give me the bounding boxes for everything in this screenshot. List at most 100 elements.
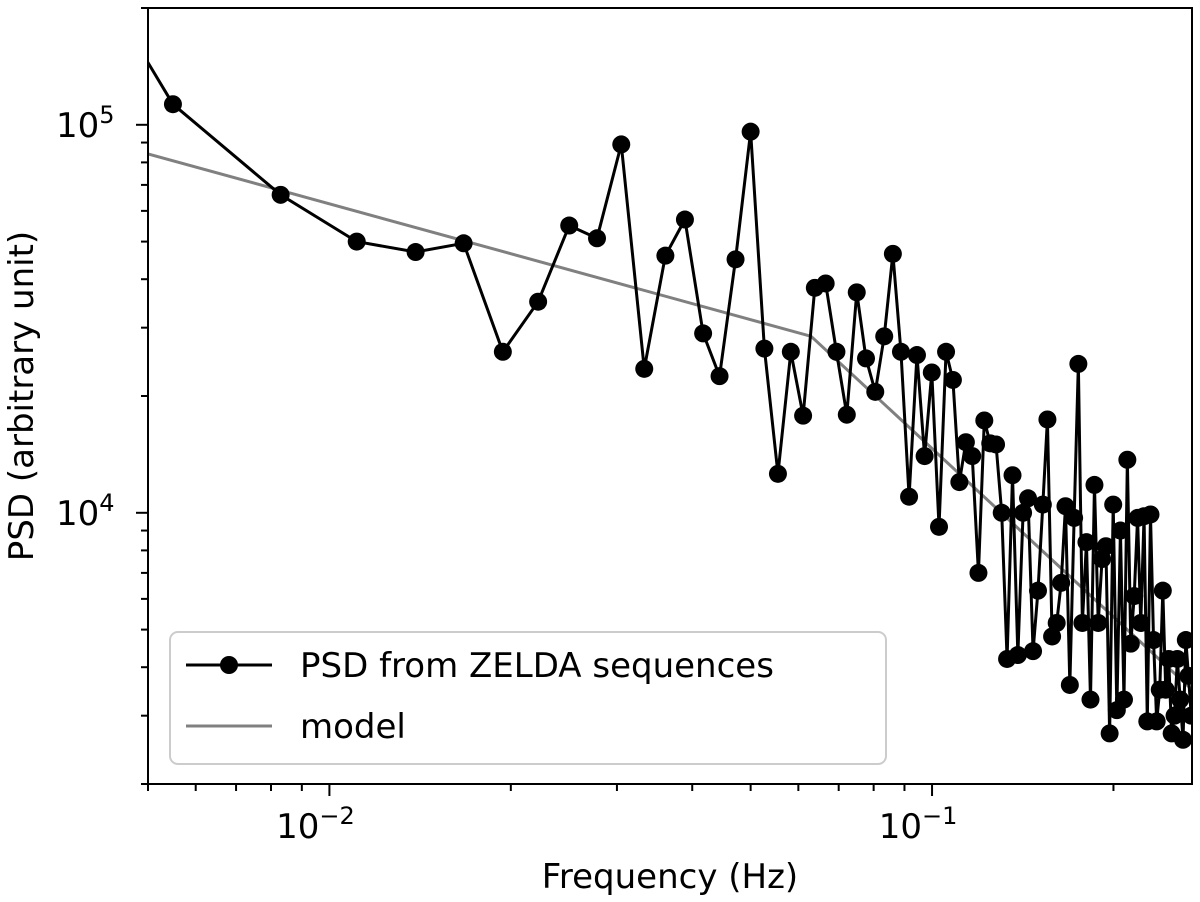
y-tick-label: 105 (56, 101, 115, 146)
psd-point (111, 8, 129, 26)
psd-point (930, 517, 949, 536)
psd-point (493, 342, 512, 361)
x-tick-label: 10−2 (276, 802, 355, 847)
psd-point (1052, 573, 1071, 592)
psd-point (1073, 613, 1092, 632)
psd-point (406, 243, 425, 262)
psd-point (950, 473, 969, 492)
psd-point (163, 95, 182, 114)
psd-point (1144, 631, 1163, 650)
psd-point (1171, 690, 1190, 709)
psd-point (816, 274, 835, 293)
tick-labels: 10−2 10−1 104 105 (56, 101, 957, 847)
psd-point (560, 216, 579, 235)
y-tick-label: 104 (56, 489, 115, 534)
legend-box (169, 631, 887, 765)
psd-point (781, 342, 800, 361)
psd-point (891, 342, 910, 361)
psd-point (922, 363, 941, 382)
psd-point (675, 210, 694, 229)
psd-point (1174, 730, 1192, 749)
psd-point (1003, 466, 1022, 485)
psd-point (915, 447, 934, 466)
psd-point (969, 563, 988, 582)
psd-point (1060, 675, 1079, 694)
psd-point (1038, 410, 1057, 429)
x-tick-label: 10−1 (879, 802, 958, 847)
psd-point (937, 342, 956, 361)
psd-point (1114, 690, 1133, 709)
psd-point (1153, 581, 1172, 600)
psd-point (1077, 533, 1096, 552)
psd-point (726, 250, 745, 269)
axis-ticks (136, 7, 1115, 796)
x-axis-title: Frequency (Hz) (542, 857, 798, 897)
psd-point (1024, 642, 1043, 661)
psd-point (1047, 613, 1066, 632)
psd-point (907, 346, 926, 365)
psd-point (1147, 712, 1166, 731)
legend-psd-marker (220, 656, 238, 674)
psd-point (987, 435, 1006, 454)
psd-point (875, 327, 894, 346)
psd-point (454, 234, 473, 253)
psd-point (1081, 690, 1100, 709)
psd-point (1028, 581, 1047, 600)
psd-point (1089, 613, 1108, 632)
plot-frame (147, 7, 1193, 785)
psd-point (1008, 646, 1027, 665)
psd-point (956, 433, 975, 452)
psd-point (1179, 666, 1192, 685)
psd-point (794, 406, 813, 425)
psd-point (1069, 354, 1088, 373)
psd-point (588, 229, 607, 248)
psd-point (992, 503, 1011, 522)
psd-point (963, 447, 982, 466)
psd-point (1165, 706, 1184, 725)
psd-point (1182, 706, 1192, 725)
psd-point (1141, 505, 1160, 524)
psd-point (612, 135, 631, 154)
psd-point (271, 185, 290, 204)
psd-point (635, 359, 654, 378)
psd-point (975, 411, 994, 430)
psd-point (1131, 613, 1150, 632)
psd-point (347, 232, 366, 251)
psd-point (857, 349, 876, 368)
psd-point (529, 292, 548, 311)
psd-point (755, 339, 774, 358)
psd-point (866, 382, 885, 401)
psd-point (1118, 450, 1137, 469)
psd-point (900, 487, 919, 506)
psd-point (656, 246, 675, 265)
psd-point (1096, 537, 1115, 556)
psd-point (837, 405, 856, 424)
psd-point (1156, 680, 1175, 699)
psd-point (827, 342, 846, 361)
psd-point (1111, 521, 1130, 540)
legend: PSD from ZELDA sequences model (169, 631, 887, 765)
psd-point (847, 283, 866, 302)
psd-point (1100, 724, 1119, 743)
psd-point (1065, 508, 1084, 527)
psd-point (1168, 649, 1187, 668)
psd-point (768, 464, 787, 483)
psd-point (710, 367, 729, 386)
psd-point (1125, 587, 1144, 606)
psd-point (883, 244, 902, 263)
psd-point (1085, 475, 1104, 494)
psd-point (741, 122, 760, 141)
psd-markers (111, 8, 1192, 749)
psd-point (1104, 495, 1123, 514)
legend-psd-label: PSD from ZELDA sequences (300, 646, 774, 686)
psd-point (1176, 631, 1192, 650)
psd-point (1014, 503, 1033, 522)
psd-point (1019, 489, 1038, 508)
psd-point (694, 324, 713, 343)
y-axis-title: PSD (arbitrary unit) (2, 231, 42, 561)
legend-model-label: model (300, 707, 406, 747)
psd-point (943, 370, 962, 389)
psd-point (1121, 634, 1140, 653)
psd-point (1033, 495, 1052, 514)
